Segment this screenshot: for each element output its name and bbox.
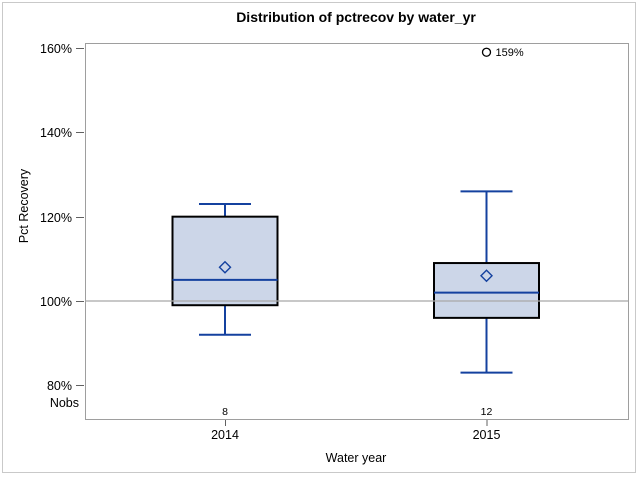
x-category-label: 2014	[211, 428, 239, 442]
plot-wall	[85, 43, 629, 420]
chart-title: Distribution of pctrecov by water_yr	[236, 9, 476, 25]
nobs-value: 8	[222, 406, 228, 418]
outlier-label: 159%	[496, 47, 524, 59]
y-tick-label: 100%	[40, 295, 72, 309]
y-tick-label: 120%	[40, 211, 72, 225]
nobs-row-label: Nobs	[49, 396, 79, 410]
outlier-marker	[481, 47, 492, 57]
y-tick-label: 160%	[40, 42, 72, 56]
nobs-value: 12	[481, 406, 493, 418]
x-category-label: 2015	[473, 428, 501, 442]
y-tick-label: 80%	[47, 379, 72, 393]
mean-diamond	[480, 269, 493, 283]
y-tick-label: 140%	[40, 126, 72, 140]
x-axis-title: Water year	[325, 451, 387, 465]
box-2015	[433, 262, 540, 319]
mean-diamond	[218, 260, 232, 274]
